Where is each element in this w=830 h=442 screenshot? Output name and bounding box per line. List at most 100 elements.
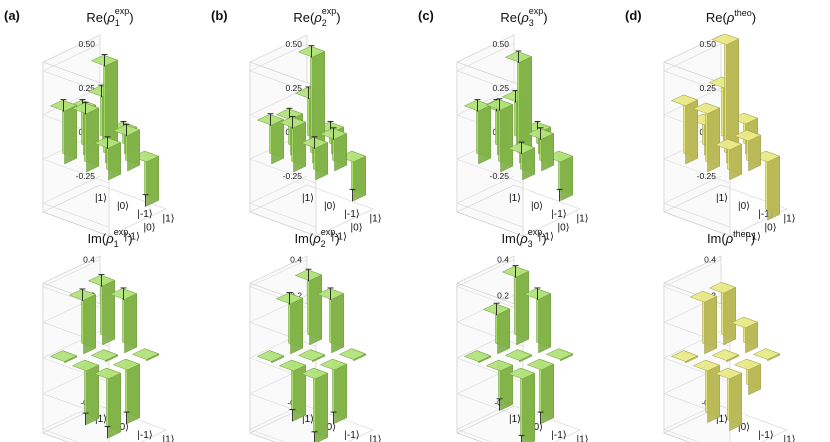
panel-label: (c) xyxy=(418,8,434,23)
bar-side-face xyxy=(541,363,554,424)
z-gridline xyxy=(663,175,731,228)
bar xyxy=(90,349,119,363)
bar-top-face xyxy=(93,367,122,380)
floor-grid xyxy=(42,405,167,442)
panel-label: (b) xyxy=(211,8,228,23)
bar xyxy=(131,348,160,362)
chart-title: Im(ρ1exp) xyxy=(87,227,132,249)
z-gridline xyxy=(42,43,110,96)
chart-panel-4: 0.500.250.00-0.25|1⟩|0⟩|-1⟩|-1⟩|0⟩|1⟩Re(… xyxy=(625,8,796,243)
bar-side-face xyxy=(560,155,573,202)
row-tick-label: |0⟩ xyxy=(531,422,543,433)
col-tick-label: |0⟩ xyxy=(558,223,570,234)
floor-grid xyxy=(42,184,167,237)
col-tick-label: |1⟩ xyxy=(577,214,589,225)
bar xyxy=(545,150,574,202)
z-gridline xyxy=(249,131,317,184)
bar-side-face xyxy=(108,142,121,181)
bar-side-face xyxy=(353,155,366,202)
col-tick-label: |-1⟩ xyxy=(125,232,140,243)
bar xyxy=(71,359,100,426)
bar-top-face xyxy=(90,349,119,361)
bar xyxy=(526,358,555,425)
bar-side-face xyxy=(723,287,736,346)
bar-top-face xyxy=(485,359,514,372)
col-tick-label: |1⟩ xyxy=(784,214,796,225)
bar-side-face xyxy=(729,372,742,432)
z-tick-label: 0.2 xyxy=(497,290,509,300)
bar-top-face xyxy=(733,358,762,371)
z-gridline xyxy=(42,175,110,228)
bar xyxy=(112,358,141,425)
chart-title: Im(ρ2exp) xyxy=(294,227,339,249)
bar-side-face xyxy=(704,296,717,355)
bar xyxy=(256,350,285,364)
bar-top-face xyxy=(463,350,492,362)
floor-grid xyxy=(456,405,581,442)
bar-top-face xyxy=(256,350,285,362)
row-tick-label: |0⟩ xyxy=(531,201,543,212)
z-gridline xyxy=(249,175,317,228)
row-tick-label: |-1⟩ xyxy=(137,209,152,220)
bar-side-face xyxy=(497,308,510,355)
row-tick-label: |0⟩ xyxy=(738,201,750,212)
z-tick-label: 0.50 xyxy=(699,39,716,49)
z-gridline xyxy=(249,43,317,96)
bar-side-face xyxy=(124,293,137,354)
z-gridline xyxy=(42,402,101,442)
row-tick-label: |0⟩ xyxy=(324,201,336,212)
z-gridline xyxy=(663,43,731,96)
bar xyxy=(733,358,762,396)
row-tick-label: |1⟩ xyxy=(509,193,521,204)
col-tick-label: |-1⟩ xyxy=(746,232,761,243)
bar-side-face xyxy=(146,155,159,207)
bar-side-face xyxy=(315,142,328,181)
bar-side-face xyxy=(102,279,115,346)
z-tick-label: 0.4 xyxy=(290,255,302,265)
floor-grid xyxy=(456,184,581,237)
bar xyxy=(733,129,762,172)
bar xyxy=(485,98,514,173)
bar-top-face xyxy=(670,94,699,107)
bar xyxy=(300,367,329,442)
bar xyxy=(714,367,743,432)
panel-label: (a) xyxy=(4,8,20,23)
bar xyxy=(482,302,511,355)
bar-top-face xyxy=(131,348,160,360)
floor-grid xyxy=(249,184,374,237)
bar xyxy=(71,101,100,173)
bar-top-face xyxy=(112,358,141,371)
bar-top-face xyxy=(545,348,574,360)
row-tick-label: |-1⟩ xyxy=(137,430,152,441)
col-tick-label: |-1⟩ xyxy=(332,232,347,243)
z-tick-label: 0.50 xyxy=(285,39,302,49)
bar-side-face xyxy=(500,364,513,411)
bar xyxy=(319,127,348,172)
z-tick-label: 0.25 xyxy=(285,83,302,93)
row-tick-label: |0⟩ xyxy=(117,201,129,212)
bar xyxy=(297,349,326,363)
floor-grid xyxy=(663,184,788,237)
row-tick-label: |-1⟩ xyxy=(344,430,359,441)
bar xyxy=(316,287,345,354)
z-gridline xyxy=(456,131,524,184)
bar xyxy=(49,350,78,364)
bar-top-face xyxy=(689,291,718,303)
bar xyxy=(708,281,737,346)
bar xyxy=(300,136,329,181)
bar-side-face xyxy=(522,372,535,442)
bar xyxy=(545,348,574,362)
col-tick-label: |-1⟩ xyxy=(539,232,554,243)
bar-top-face xyxy=(733,129,762,142)
bar-side-face xyxy=(271,119,284,165)
bar xyxy=(730,316,759,354)
bar xyxy=(87,274,116,346)
z-tick-label: 0.25 xyxy=(492,83,509,93)
z-tick-label: -0.25 xyxy=(76,171,96,181)
bar xyxy=(49,99,78,165)
row-tick-label: |-1⟩ xyxy=(758,209,773,220)
bar xyxy=(714,138,743,181)
bar-top-face xyxy=(730,316,759,329)
bar-side-face xyxy=(538,293,551,354)
